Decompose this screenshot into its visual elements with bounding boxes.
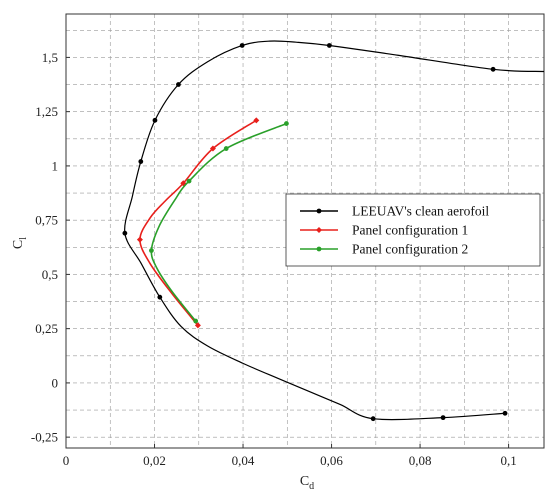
- x-tick-label: 0,08: [409, 453, 432, 468]
- series-1: [122, 40, 544, 422]
- x-axis-label-subscript: d: [309, 481, 314, 489]
- series-line-3: [150, 122, 287, 322]
- data-point-2: [136, 236, 143, 243]
- legend-entry-2: Panel configuration 1: [300, 223, 468, 238]
- legend-label: Panel configuration 2: [352, 242, 468, 257]
- data-point-3: [223, 146, 229, 151]
- y-tick-label: 0: [52, 375, 59, 390]
- data-point-2: [194, 322, 201, 329]
- y-tick-label: 0,25: [35, 321, 58, 336]
- x-axis-label-main: C: [300, 474, 309, 489]
- data-point-1: [490, 66, 496, 72]
- data-point-1: [138, 159, 144, 164]
- legend-label: Panel configuration 1: [352, 223, 468, 238]
- data-point-1: [122, 230, 128, 236]
- data-point-1: [370, 416, 376, 422]
- data-point-1: [502, 410, 508, 416]
- data-point-3: [284, 121, 289, 126]
- data-point-3: [149, 248, 154, 253]
- legend: LEEUAV's clean aerofoil Panel configurati…: [285, 193, 541, 267]
- y-axis-label-subscript: l: [18, 237, 29, 240]
- x-axis-label: Cd: [300, 474, 314, 489]
- x-tick-label: 0,02: [143, 453, 166, 468]
- legend-marker: [316, 246, 322, 252]
- legend-marker: [316, 227, 322, 233]
- series-2: [136, 117, 260, 329]
- data-point-2: [209, 145, 216, 152]
- data-point-1: [440, 415, 446, 421]
- y-tick-label: 0,75: [35, 213, 58, 228]
- y-tick-label: 1,5: [42, 50, 58, 65]
- series-line-1: [124, 40, 544, 421]
- data-point-1: [239, 43, 245, 48]
- y-tick-label: 1: [52, 158, 59, 173]
- legend-label: LEEUAV's clean aerofoil: [352, 204, 489, 219]
- y-tick-label: -0,25: [31, 430, 58, 445]
- y-tick-label: 0,5: [42, 267, 58, 282]
- plot-frame: [65, 13, 545, 449]
- x-tick-label: 0,06: [320, 453, 343, 468]
- x-tick-label: 0: [63, 453, 70, 468]
- data-point-1: [176, 82, 181, 87]
- x-tick-label: 0,04: [232, 453, 255, 468]
- y-axis-label: Cl: [11, 237, 29, 249]
- data-point-1: [152, 117, 158, 123]
- series-line-2: [139, 119, 257, 326]
- data-point-3: [186, 178, 192, 184]
- axis-ticks: 0 0,02 0,04 0,06 0,08 0,1 -0,25 0 0,25 0,5 0,75 1 1,…: [31, 50, 517, 468]
- x-tick-label: 0,1: [500, 453, 516, 468]
- data-point-3: [193, 318, 199, 324]
- legend-entry-3: Panel configuration 2: [300, 242, 468, 257]
- series-layer: [122, 40, 544, 422]
- data-point-1: [157, 294, 163, 300]
- data-point-1: [326, 43, 332, 48]
- y-axis-label-main: C: [11, 240, 26, 249]
- data-point-2: [253, 117, 260, 124]
- legend-marker: [316, 208, 322, 214]
- legend-entry-1: LEEUAV's clean aerofoil: [300, 204, 489, 219]
- y-tick-label: 1,25: [35, 104, 58, 119]
- series-3: [149, 121, 289, 324]
